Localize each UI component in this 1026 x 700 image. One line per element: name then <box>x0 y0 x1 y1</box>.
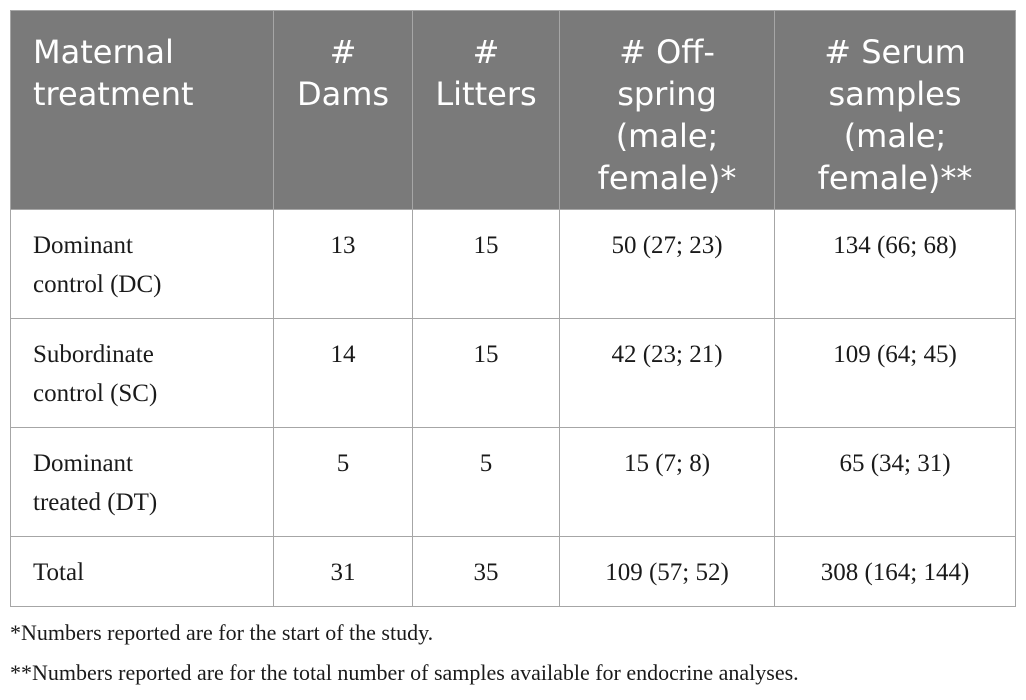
cell-serum-samples: 308 (164; 144) <box>774 536 1016 607</box>
table-row: Dominant control (DC) 13 15 50 (27; 23) … <box>10 209 1016 319</box>
header-litters: # Litters <box>412 10 560 210</box>
table-row: Subordinate control (SC) 14 15 42 (23; 2… <box>10 318 1016 428</box>
footnote-serum-samples: **Numbers reported are for the total num… <box>10 660 799 685</box>
cell-dams: 5 <box>273 427 413 537</box>
table-footnotes: *Numbers reported are for the start of t… <box>10 620 1020 700</box>
table-body: Dominant control (DC) 13 15 50 (27; 23) … <box>10 209 1016 607</box>
cell-dams: 31 <box>273 536 413 607</box>
table-row-total: Total 31 35 109 (57; 52) 308 (164; 144) <box>10 536 1016 607</box>
cell-serum-samples: 65 (34; 31) <box>774 427 1016 537</box>
header-offspring: # Off- spring (male; female)* <box>559 10 775 210</box>
cell-offspring: 42 (23; 21) <box>559 318 775 428</box>
footnote-offspring: *Numbers reported are for the start of t… <box>10 620 434 645</box>
cell-offspring: 15 (7; 8) <box>559 427 775 537</box>
cell-treatment: Subordinate control (SC) <box>10 318 274 428</box>
header-maternal-treatment: Maternal treatment <box>10 10 274 210</box>
cell-litters: 15 <box>412 209 560 319</box>
cell-treatment: Total <box>10 536 274 607</box>
cell-litters: 35 <box>412 536 560 607</box>
header-serum-samples: # Serum samples (male; female)** <box>774 10 1016 210</box>
cell-litters: 15 <box>412 318 560 428</box>
header-dams: # Dams <box>273 10 413 210</box>
cell-dams: 14 <box>273 318 413 428</box>
cell-treatment: Dominant treated (DT) <box>10 427 274 537</box>
table-row: Dominant treated (DT) 5 5 15 (7; 8) 65 (… <box>10 427 1016 537</box>
cell-offspring: 109 (57; 52) <box>559 536 775 607</box>
cell-treatment: Dominant control (DC) <box>10 209 274 319</box>
cell-serum-samples: 134 (66; 68) <box>774 209 1016 319</box>
cell-serum-samples: 109 (64; 45) <box>774 318 1016 428</box>
header-row: Maternal treatment # Dams # Litters # Of… <box>10 10 1016 210</box>
data-table: Maternal treatment # Dams # Litters # Of… <box>10 10 1016 607</box>
cell-offspring: 50 (27; 23) <box>559 209 775 319</box>
table-header: Maternal treatment # Dams # Litters # Of… <box>10 10 1016 210</box>
cell-dams: 13 <box>273 209 413 319</box>
cell-litters: 5 <box>412 427 560 537</box>
